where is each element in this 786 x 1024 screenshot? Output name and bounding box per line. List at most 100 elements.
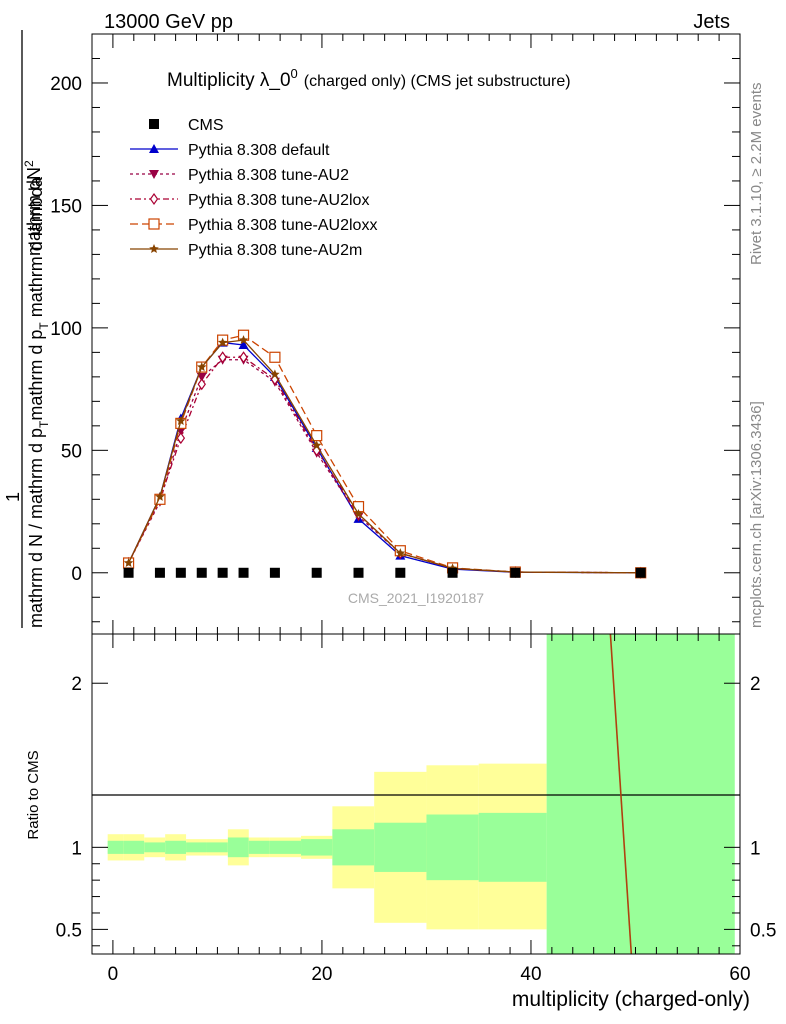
legend-entry: Pythia 8.308 tune-AU2loxx — [130, 217, 377, 234]
cms-data-point — [311, 567, 322, 578]
cms-data-point — [510, 567, 521, 578]
legend-entry: Pythia 8.308 default — [130, 142, 330, 159]
ratio-band-inner — [332, 829, 375, 866]
cms-data-point — [395, 567, 406, 578]
cms-data-point — [175, 567, 186, 578]
series-point — [155, 491, 165, 501]
ratio-band-inner — [269, 840, 302, 854]
ratio-band-inner — [107, 840, 124, 854]
main-series — [122, 329, 647, 579]
ratio-band-full — [546, 634, 735, 954]
legend-entry: Pythia 8.308 tune-AU2lox — [130, 192, 369, 209]
ratio-band-inner — [186, 842, 207, 853]
cms-data-point — [635, 567, 646, 578]
mcplots-label: mcplots.cern.ch [arXiv:1306.3436] — [748, 401, 765, 628]
series-point — [176, 432, 186, 445]
ratio-y-tick-label: 0.5 — [56, 920, 82, 941]
cms-data-point — [123, 567, 134, 578]
series-line — [127, 356, 641, 574]
y-tick-label: 150 — [50, 196, 82, 217]
y-tick-label: 0 — [71, 564, 82, 585]
legend-label: CMS — [188, 117, 224, 134]
series-point — [239, 351, 248, 364]
legend-entry: Pythia 8.308 tune-AU2 — [130, 167, 349, 184]
ratio-lines — [609, 633, 633, 955]
ratio-y-tick-label: 1 — [71, 838, 82, 859]
ratio-band-inner — [144, 842, 166, 853]
ratio-panel: 0.5 0.5 1 1 2 2 Ratio to CMS — [25, 633, 776, 955]
ratio-mc-line — [609, 633, 633, 955]
x-tick-label: 0 — [108, 964, 119, 985]
ratio-ylabel: Ratio to CMS — [25, 750, 42, 839]
series-point — [311, 440, 322, 450]
x-tick-label: 60 — [729, 964, 750, 985]
ratio-band-inner — [426, 814, 479, 881]
cms-data-point — [269, 567, 280, 578]
legend-label: Pythia 8.308 tune-AU2m — [188, 242, 362, 259]
ratio-band-inner — [301, 839, 333, 856]
legend-marker — [149, 144, 159, 153]
legend-marker — [148, 218, 160, 230]
ratio-y-tick-label: 2 — [71, 674, 82, 695]
legend-label: Pythia 8.308 tune-AU2 — [188, 167, 349, 184]
ratio-y-tick-label-right: 1 — [750, 838, 761, 859]
series-point — [269, 351, 281, 363]
ratio-band-inner — [248, 840, 270, 854]
cms-data-point — [196, 567, 207, 578]
ylabel-one: 1 — [3, 492, 23, 502]
y-tick-label: 200 — [50, 74, 82, 95]
legend-marker — [149, 170, 159, 179]
ratio-band-inner — [227, 837, 249, 858]
cms-data-point — [154, 567, 165, 578]
watermark: CMS_2021_I1920187 — [348, 590, 484, 606]
series-point — [176, 415, 186, 425]
main-panel: Multiplicity λ_00 (charged only) (CMS jet… — [50, 33, 741, 635]
legend: CMS Pythia 8.308 default Pythia 8.308 tune… — [130, 117, 377, 259]
x-tick-label: 20 — [311, 964, 332, 985]
ratio-band-inner — [374, 822, 427, 872]
x-axis: 0 20 40 60 — [108, 34, 751, 985]
legend-label: Pythia 8.308 tune-AU2lox — [188, 192, 369, 209]
x-tick-label: 40 — [520, 964, 541, 985]
legend-marker — [149, 119, 159, 129]
legend-label: Pythia 8.308 tune-AU2loxx — [188, 217, 377, 234]
x-axis-label: multiplicity (charged-only) — [512, 988, 750, 1011]
series-point — [238, 340, 249, 350]
ylabel-denominator: mathrm d N / mathrm d pTmathrm d pT math… — [26, 176, 51, 628]
main-ticks: 0 50 100 150 200 — [50, 33, 740, 623]
legend-label: Pythia 8.308 default — [188, 142, 330, 159]
main-title: Multiplicity λ_00 (charged only) (CMS jet… — [167, 66, 571, 91]
cms-data-point — [447, 567, 458, 578]
ratio-band-inner — [123, 840, 145, 854]
ratio-y-tick-label-right: 0.5 — [750, 920, 776, 941]
series-point — [196, 362, 207, 372]
series-line — [128, 359, 641, 574]
series-point — [395, 548, 406, 558]
legend-marker — [149, 192, 159, 206]
series-point — [123, 557, 134, 568]
cms-data-point — [217, 567, 228, 578]
ratio-ticks: 0.5 0.5 1 1 2 2 — [56, 674, 776, 947]
ratio-band-inner — [206, 842, 228, 853]
ratio-bands — [107, 634, 735, 954]
legend-marker — [149, 244, 159, 254]
ratio-frame — [91, 633, 741, 955]
energy-label: 13000 GeV pp — [104, 11, 233, 33]
series-point — [197, 378, 206, 391]
legend-entry-cms: CMS — [149, 117, 224, 134]
y-tick-label: 100 — [50, 319, 82, 340]
series-point — [238, 335, 249, 345]
ratio-y-tick-label-right: 2 — [750, 674, 761, 695]
main-ylabel: 1 mathrm dN2 mathrm d N / mathrm d pTmat… — [3, 30, 51, 628]
series-point — [218, 351, 227, 364]
series-point — [353, 509, 364, 519]
ratio-band-inner — [165, 840, 187, 854]
rivet-label: Rivet 3.1.10, ≥ 2.2M events — [748, 83, 765, 266]
ratio-band-inner — [478, 812, 547, 882]
category-label: Jets — [693, 11, 730, 33]
series-point — [270, 369, 280, 379]
cms-data-point — [353, 567, 364, 578]
series-point — [217, 337, 228, 347]
ylabel-numerator: mathrm dN2 — [22, 160, 44, 256]
